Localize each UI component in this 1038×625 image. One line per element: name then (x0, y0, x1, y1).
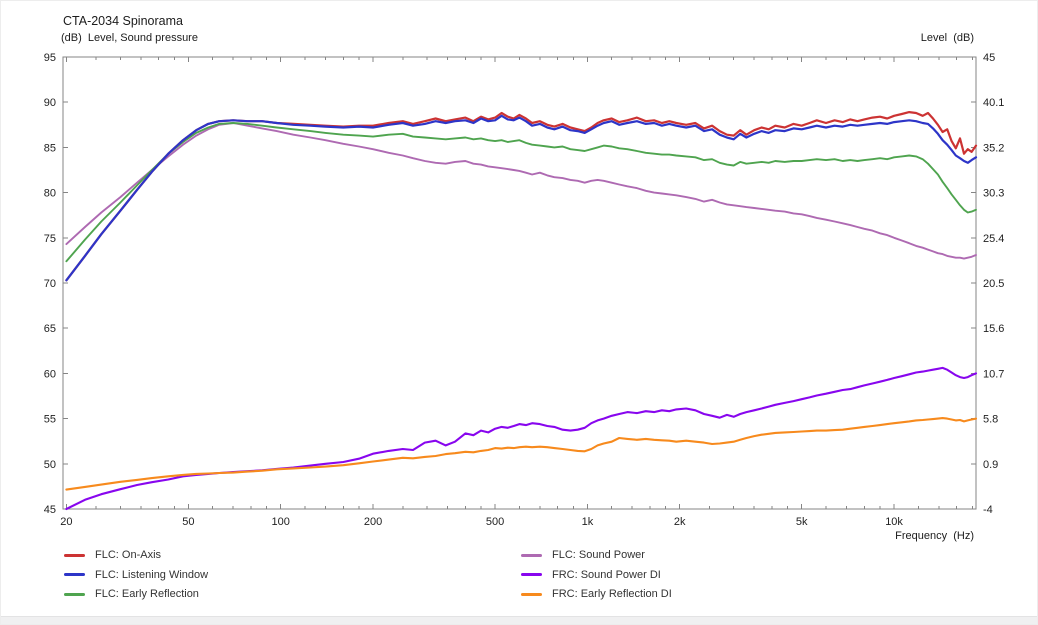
svg-text:2k: 2k (674, 516, 686, 528)
chart-legend: FLC: Sound Power FLC: Early Reflection FLC… (1, 541, 1037, 611)
y-axis-right-caption: Level (dB) (920, 32, 974, 44)
window-bottom-edge (1, 616, 1037, 624)
svg-text:100: 100 (272, 516, 290, 528)
legend-item-early-reflection-di: FRC: Early Reflection DI (521, 586, 672, 602)
svg-text:5k: 5k (796, 516, 808, 528)
y-axis-left-caption: (dB) Level, Sound pressure (61, 32, 198, 44)
chart-title: CTA-2034 Spinorama (63, 14, 183, 28)
svg-text:95: 95 (44, 52, 56, 64)
x-axis-ticks (65, 57, 973, 509)
svg-text:45: 45 (983, 52, 995, 64)
svg-text:35.2: 35.2 (983, 142, 1004, 154)
legend-item-listening-window: FLC: Listening Window (64, 567, 208, 583)
svg-text:500: 500 (486, 516, 504, 528)
svg-text:-4: -4 (983, 504, 993, 516)
legend-label-early-reflection-di: FRC: Early Reflection DI (552, 588, 672, 600)
svg-text:1k: 1k (582, 516, 594, 528)
svg-text:50: 50 (182, 516, 194, 528)
curve-early-reflection (65, 122, 977, 263)
legend-swatch-early-reflection (64, 592, 85, 596)
curve-sound-power-di (65, 366, 978, 511)
svg-text:20: 20 (60, 516, 72, 528)
legend-swatch-early-reflection-di (521, 592, 542, 596)
svg-text:50: 50 (44, 459, 56, 471)
svg-text:0.9: 0.9 (983, 459, 998, 471)
legend-swatch-listening-window (64, 573, 85, 576)
legend-label-sound-power: FLC: Sound Power (552, 549, 645, 561)
svg-text:30.3: 30.3 (983, 188, 1004, 200)
legend-label-sound-power-di: FRC: Sound Power DI (552, 568, 661, 581)
svg-text:90: 90 (44, 97, 56, 109)
legend-item-early-reflection: FLC: Early Reflection (64, 586, 199, 602)
svg-text:60: 60 (44, 368, 56, 380)
svg-text:5.8: 5.8 (983, 414, 998, 426)
y-axis-left-ticks: 45 50 55 60 65 70 75 80 85 90 95 (44, 52, 68, 516)
svg-text:70: 70 (44, 278, 56, 290)
curve-sound-power (65, 122, 977, 260)
y-axis-right-ticks: -4 0.9 5.8 10.7 15.6 20.5 25.4 30.3 35.2 40.1 45 (971, 52, 1004, 516)
spinorama-chart: 20 50 100 200 500 1k 2k 5k 10k 45 50 55 60 65 70 75 80 85… (44, 52, 1005, 528)
svg-text:10.7: 10.7 (983, 368, 1004, 380)
legend-label-early-reflection: FLC: Early Reflection (95, 588, 199, 600)
legend-item-on-axis: FLC: On-Axis (64, 547, 161, 563)
legend-swatch-on-axis (64, 553, 85, 557)
legend-swatch-sound-power-di (521, 573, 542, 576)
svg-text:55: 55 (44, 414, 56, 426)
svg-text:85: 85 (44, 142, 56, 154)
svg-text:75: 75 (44, 233, 56, 245)
svg-text:65: 65 (44, 323, 56, 335)
svg-text:10k: 10k (885, 516, 903, 528)
svg-text:40.1: 40.1 (983, 97, 1004, 109)
legend-label-listening-window: FLC: Listening Window (95, 568, 209, 581)
legend-label-on-axis: FLC: On-Axis (95, 549, 162, 561)
svg-text:20.5: 20.5 (983, 278, 1004, 290)
x-axis-tick-labels: 20 50 100 200 500 1k 2k 5k 10k (60, 516, 903, 528)
svg-text:45: 45 (44, 504, 56, 516)
svg-text:80: 80 (44, 188, 56, 200)
curve-on-axis (65, 110, 978, 282)
x-axis-caption: Frequency (Hz) (895, 530, 974, 542)
plot-frame (62, 56, 977, 510)
legend-item-sound-power: FLC: Sound Power (521, 547, 645, 563)
svg-text:15.6: 15.6 (983, 323, 1004, 335)
legend-swatch-sound-power (521, 553, 542, 557)
svg-text:200: 200 (364, 516, 382, 528)
curve-early-reflection-di (65, 417, 978, 491)
legend-item-sound-power-di: FRC: Sound Power DI (521, 567, 661, 583)
curve-listening-window (65, 114, 978, 282)
svg-text:25.4: 25.4 (983, 233, 1004, 245)
